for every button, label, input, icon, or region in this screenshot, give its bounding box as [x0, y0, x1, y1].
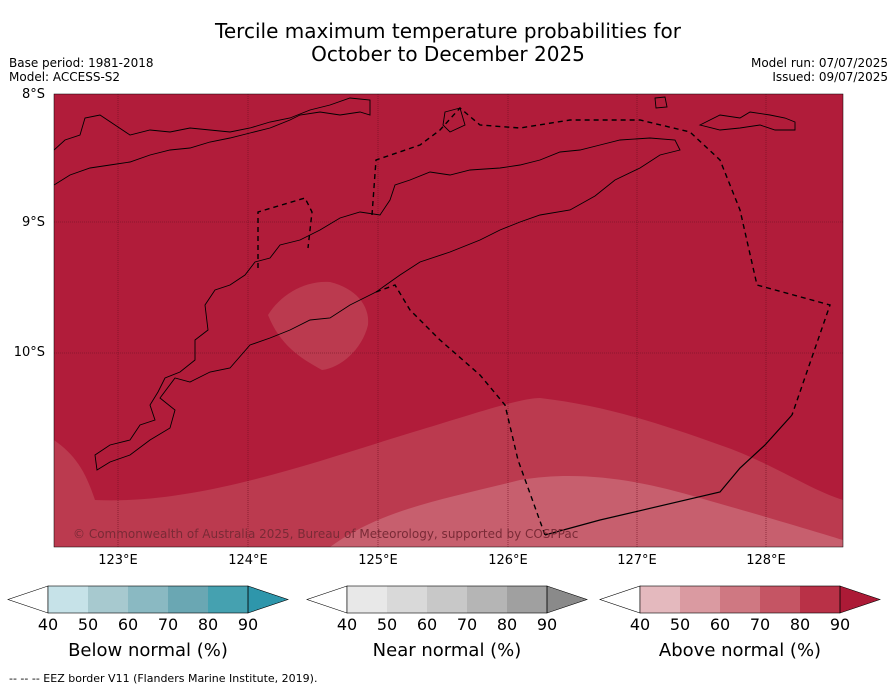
model-name: Model: ACCESS-S2	[9, 70, 121, 84]
legend-colorbars	[7, 585, 881, 614]
below-tick-80: 80	[197, 615, 219, 634]
below-swatch-5	[208, 586, 248, 613]
timor-island-outline	[94, 137, 681, 471]
title-line-2: October to December 2025	[311, 42, 585, 66]
above-tick-70: 70	[749, 615, 771, 634]
lat-label-10s: 10°S	[13, 345, 45, 360]
coastlines	[54, 96, 796, 471]
below-swatch-3	[128, 586, 168, 613]
below-swatch-4	[168, 586, 208, 613]
below-tick-90: 90	[237, 615, 259, 634]
above-arrow-left	[599, 585, 641, 614]
near-swatch-3	[427, 586, 467, 613]
prob-patch-80	[268, 281, 369, 370]
near-tick-80: 80	[496, 615, 518, 634]
near-tick-60: 60	[416, 615, 438, 634]
eez-solid-border	[544, 414, 793, 536]
below-tick-60: 60	[117, 615, 139, 634]
above-swatch-2	[680, 586, 720, 613]
below-tick-70: 70	[157, 615, 179, 634]
below-tick-50: 50	[77, 615, 99, 634]
eez-borders	[257, 107, 831, 536]
above-swatch-1	[640, 586, 680, 613]
near-swatch-4	[467, 586, 507, 613]
wetar-outline	[698, 111, 796, 131]
map-title: Tercile maximum temperature probabilitie…	[0, 20, 896, 66]
eez-footnote: -- -- -- EEZ border V11 (Flanders Marine…	[9, 672, 318, 685]
prob-field-70	[330, 476, 843, 547]
near-tick-70: 70	[456, 615, 478, 634]
lon-label-128e: 128°E	[746, 553, 786, 568]
above-swatch-5	[800, 586, 840, 613]
graticule	[54, 94, 843, 547]
above-swatch-3	[720, 586, 760, 613]
near-swatch-1	[347, 586, 387, 613]
below-bar-outline	[47, 585, 249, 614]
near-swatch-2	[387, 586, 427, 613]
below-normal-label: Below normal (%)	[68, 640, 228, 661]
above-arrow-right	[839, 585, 881, 614]
above-bar-outline	[639, 585, 841, 614]
near-swatch-5	[507, 586, 547, 613]
lon-label-127e: 127°E	[617, 553, 657, 568]
above-tick-90: 90	[829, 615, 851, 634]
lat-label-8s: 8°S	[21, 87, 45, 102]
lon-label-125e: 125°E	[358, 553, 398, 568]
lon-label-123e: 123°E	[98, 553, 138, 568]
near-arrow-right	[546, 585, 588, 614]
meta-left: Base period: 1981-2018 Model: ACCESS-S2	[9, 56, 154, 84]
meta-right: Model run: 07/07/2025 Issued: 09/07/2025	[751, 56, 888, 84]
lat-label-9s: 9°S	[21, 215, 45, 230]
below-tick-40: 40	[37, 615, 59, 634]
above-swatch-4	[760, 586, 800, 613]
above-tick-80: 80	[789, 615, 811, 634]
near-tick-40: 40	[336, 615, 358, 634]
model-run: Model run: 07/07/2025	[750, 56, 888, 70]
below-arrow-left	[7, 585, 49, 614]
small-island-2	[442, 107, 466, 133]
below-swatch-1	[48, 586, 88, 613]
near-tick-50: 50	[376, 615, 398, 634]
below-swatch-2	[88, 586, 128, 613]
lon-label-124e: 124°E	[228, 553, 268, 568]
base-period: Base period: 1981-2018	[9, 56, 154, 70]
copyright-notice: © Commonwealth of Australia 2025, Bureau…	[73, 527, 579, 541]
lon-label-126e: 126°E	[488, 553, 528, 568]
near-normal-label: Near normal (%)	[372, 640, 522, 661]
above-tick-40: 40	[629, 615, 651, 634]
above-tick-60: 60	[709, 615, 731, 634]
northern-islands-outline	[54, 97, 371, 186]
above-tick-50: 50	[669, 615, 691, 634]
below-arrow-right	[247, 585, 289, 614]
map-frame	[53, 93, 844, 548]
small-island-1	[654, 96, 668, 109]
issued-date: Issued: 09/07/2025	[772, 70, 888, 84]
near-bar-outline	[346, 585, 548, 614]
near-arrow-left	[306, 585, 348, 614]
near-tick-90: 90	[536, 615, 558, 634]
above-normal-label: Above normal (%)	[658, 640, 822, 661]
title-line-1: Tercile maximum temperature probabilitie…	[215, 19, 681, 43]
